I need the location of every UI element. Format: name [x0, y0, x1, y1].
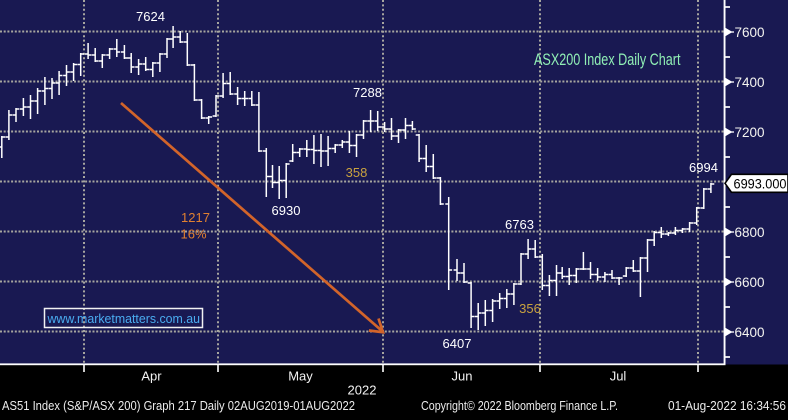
svg-text:Jun: Jun [452, 369, 473, 384]
svg-text:01-Aug-2022 16:34:56: 01-Aug-2022 16:34:56 [668, 399, 786, 413]
svg-text:6400: 6400 [735, 325, 765, 340]
svg-text:16%: 16% [180, 227, 206, 242]
svg-text:356: 356 [519, 301, 541, 316]
svg-text:7200: 7200 [735, 125, 765, 140]
svg-text:7288: 7288 [353, 85, 382, 100]
svg-text:7400: 7400 [735, 75, 765, 90]
svg-text:358: 358 [346, 165, 368, 180]
svg-text:6800: 6800 [735, 225, 765, 240]
svg-text:7624: 7624 [136, 9, 165, 24]
svg-text:6930: 6930 [272, 203, 301, 218]
svg-text:6993.000: 6993.000 [734, 176, 787, 191]
svg-text:2022: 2022 [348, 383, 377, 398]
svg-text:Copyright© 2022 Bloomberg Fina: Copyright© 2022 Bloomberg Finance L.P. [421, 399, 618, 413]
svg-text:Apr: Apr [141, 369, 162, 384]
svg-text:7600: 7600 [735, 25, 765, 40]
svg-text:6994: 6994 [689, 160, 718, 175]
svg-text:1217: 1217 [181, 210, 210, 225]
svg-text:AS51 Index (S&P/ASX 200) Graph: AS51 Index (S&P/ASX 200) Graph 217 Daily… [2, 399, 355, 413]
svg-text:ASX200 Index Daily Chart: ASX200 Index Daily Chart [534, 50, 681, 69]
svg-text:May: May [288, 369, 313, 384]
svg-text:www.marketmatters.com.au: www.marketmatters.com.au [47, 311, 200, 326]
svg-text:Jul: Jul [610, 369, 627, 384]
svg-text:6600: 6600 [735, 275, 765, 290]
svg-text:6763: 6763 [505, 217, 534, 232]
svg-text:6407: 6407 [443, 336, 472, 351]
